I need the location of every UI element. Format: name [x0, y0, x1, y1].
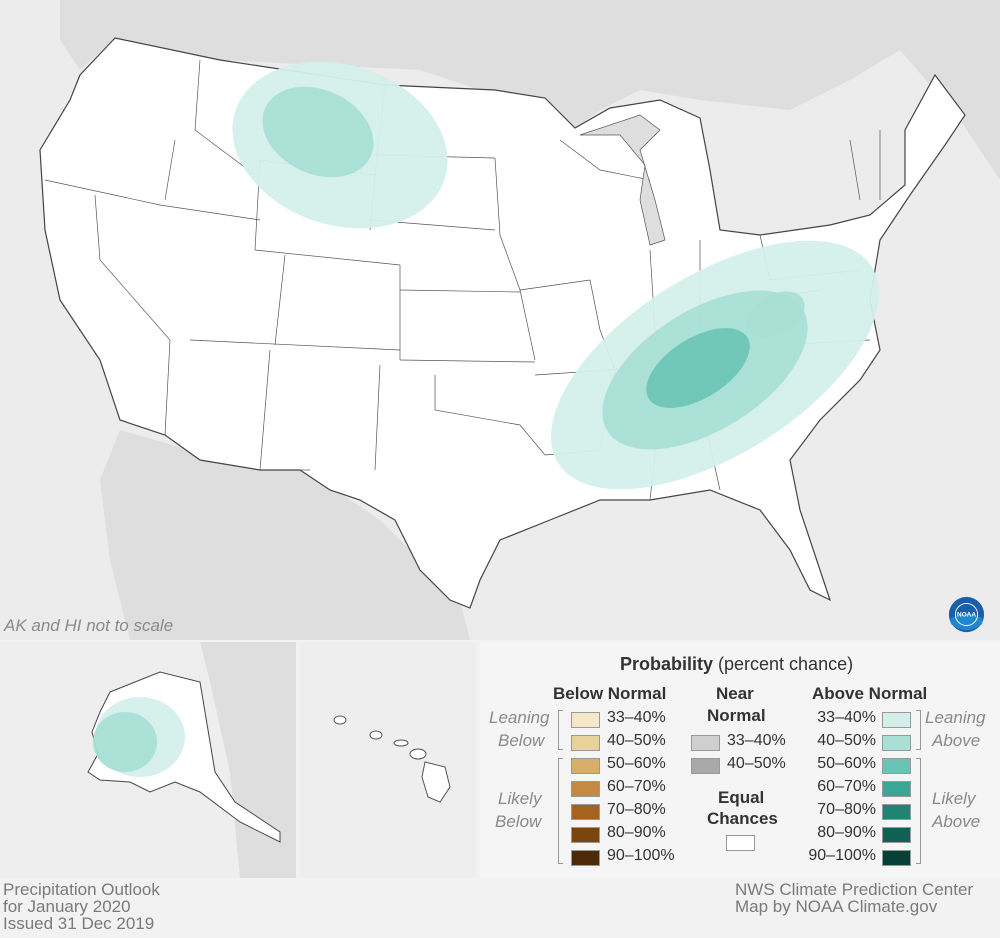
canada-land-ak: [200, 642, 296, 878]
noaa-logo-icon: NOAA: [948, 596, 985, 633]
conus-map-panel: AK and HI not to scale NOAA: [4, 0, 1000, 640]
leaning-above-label-2: Above: [932, 731, 981, 750]
scale-note: AK and HI not to scale: [4, 616, 174, 635]
leaning-below-label-1: Leaning: [489, 708, 550, 727]
ak-likely-above: [93, 712, 157, 772]
above-normal-label-2: 50–60%: [817, 755, 876, 772]
alaska-inset: [0, 642, 296, 878]
legend-title-bold: Probability: [620, 654, 714, 674]
near-normal-swatch-0: [691, 735, 720, 751]
equal-chances-heading-2: Chances: [707, 809, 778, 828]
below-normal-label-6: 90–100%: [607, 847, 675, 864]
below-normal-swatch-2: [571, 758, 600, 774]
equal-chances-swatch: [726, 835, 755, 851]
below-normal-label-1: 40–50%: [607, 732, 666, 749]
canada-land: [60, 0, 1000, 180]
near-normal-heading-2: Normal: [707, 706, 766, 725]
below-normal-label-4: 70–80%: [607, 801, 666, 818]
likely-below-label-2: Below: [495, 812, 542, 831]
footer-left-line-2: for January 2020: [3, 897, 131, 916]
footer-right: NWS Climate Prediction Center Map by NOA…: [735, 881, 973, 915]
above-normal-swatch-5: [882, 827, 911, 843]
leaning-above-bracket: [916, 710, 921, 750]
leaning-above-label-1: Leaning: [925, 708, 986, 727]
above-normal-heading: Above Normal: [812, 684, 928, 703]
above-normal-shading: [232, 61, 879, 490]
below-normal-heading: Below Normal: [553, 684, 667, 703]
footer-left: Precipitation Outlook for January 2020 I…: [3, 881, 160, 932]
above-normal-label-6: 90–100%: [808, 847, 876, 864]
above-normal-swatch-1: [882, 735, 911, 751]
above-normal-label-3: 60–70%: [817, 778, 876, 795]
below-normal-swatch-3: [571, 781, 600, 797]
maui-island: [409, 748, 427, 760]
alaska-map: [87, 642, 296, 878]
noaa-logo-text: NOAA: [957, 611, 976, 618]
leaning-below-bracket: [558, 710, 563, 750]
likely-above-label-2: Above: [932, 812, 981, 831]
above-normal-label-5: 80–90%: [817, 824, 876, 841]
big-island: [421, 761, 451, 803]
near-normal-swatch-1: [691, 758, 720, 774]
below-normal-label-5: 80–90%: [607, 824, 666, 841]
below-normal-label-0: 33–40%: [607, 709, 666, 726]
near-normal-heading-1: Near: [716, 684, 754, 703]
near-normal-label-0: 33–40%: [727, 732, 786, 749]
footer-left-line-3: Issued 31 Dec 2019: [3, 914, 155, 933]
below-normal-swatch-6: [571, 850, 600, 866]
mexico-land: [100, 430, 470, 640]
above-normal-swatch-6: [882, 850, 911, 866]
great-lakes: [579, 114, 666, 246]
equal-chances-heading-1: Equal: [718, 788, 765, 807]
near-normal-label-1: 40–50%: [727, 755, 786, 772]
above-40-appalachian: [745, 291, 805, 339]
likely-below-bracket: [558, 758, 563, 864]
footer-left-line-1: Precipitation Outlook: [3, 880, 160, 899]
legend-title: Probability (percent chance): [620, 654, 853, 675]
above-normal-swatch-0: [882, 712, 911, 728]
molokai-island: [393, 739, 409, 747]
likely-above-northern-plains: [262, 86, 374, 178]
footer-right-line-1: NWS Climate Prediction Center: [735, 880, 974, 899]
above-normal-label-1: 40–50%: [817, 732, 876, 749]
below-normal-label-3: 60–70%: [607, 778, 666, 795]
below-normal-swatch-1: [571, 735, 600, 751]
below-normal-swatch-4: [571, 804, 600, 820]
below-normal-label-2: 50–60%: [607, 755, 666, 772]
above-normal-swatch-4: [882, 804, 911, 820]
leaning-below-label-2: Below: [498, 731, 545, 750]
above-normal-label-0: 33–40%: [817, 709, 876, 726]
oahu-island: [369, 730, 383, 740]
footer-right-line-2: Map by NOAA Climate.gov: [735, 897, 938, 916]
above-normal-swatch-2: [882, 758, 911, 774]
kauai-island: [333, 715, 347, 725]
likely-above-label-1: Likely: [932, 789, 976, 808]
legend: Probability (percent chance) Below Norma…: [480, 642, 1000, 878]
above-normal-label-4: 70–80%: [817, 801, 876, 818]
conus-map: [39, 0, 1000, 640]
above-normal-swatch-3: [882, 781, 911, 797]
above-50-southeast: [646, 328, 750, 408]
below-normal-swatch-0: [571, 712, 600, 728]
hawaii-inset: [300, 642, 476, 878]
legend-title-rest: (percent chance): [713, 654, 854, 674]
below-normal-swatch-5: [571, 827, 600, 843]
likely-below-label-1: Likely: [498, 789, 542, 808]
likely-above-bracket: [916, 758, 921, 864]
hawaii-map: [333, 715, 451, 803]
